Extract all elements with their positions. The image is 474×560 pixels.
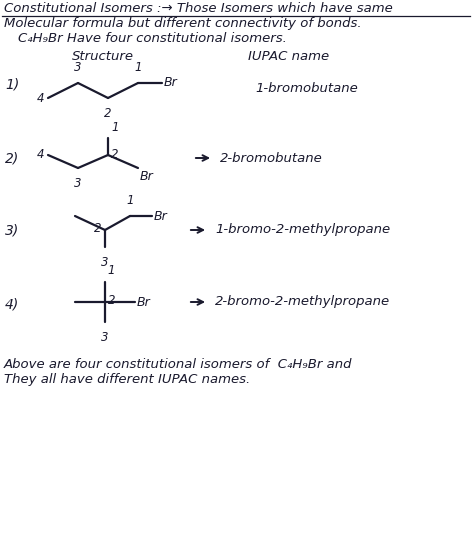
Text: 1): 1) — [5, 78, 19, 92]
Text: 3: 3 — [74, 61, 82, 74]
Text: 1: 1 — [107, 264, 115, 277]
Text: 1-bromobutane: 1-bromobutane — [255, 82, 358, 95]
Text: Above are four constitutional isomers of  C₄H₉Br and: Above are four constitutional isomers of… — [4, 357, 353, 371]
Text: 1: 1 — [126, 194, 134, 207]
Text: Constitutional Isomers :→ Those Isomers which have same: Constitutional Isomers :→ Those Isomers … — [4, 2, 393, 16]
Text: 4: 4 — [36, 148, 44, 161]
Text: 4): 4) — [5, 298, 19, 312]
Text: IUPAC name: IUPAC name — [248, 49, 329, 63]
Text: 1: 1 — [134, 61, 142, 74]
Text: Br: Br — [140, 170, 154, 183]
Text: 2): 2) — [5, 151, 19, 165]
Text: Molecular formula but different connectivity of bonds.: Molecular formula but different connecti… — [4, 16, 362, 30]
Text: 3): 3) — [5, 223, 19, 237]
Text: Br: Br — [154, 209, 168, 222]
Text: 3: 3 — [101, 331, 109, 344]
Text: 3: 3 — [101, 256, 109, 269]
Text: Structure: Structure — [72, 49, 134, 63]
Text: They all have different IUPAC names.: They all have different IUPAC names. — [4, 374, 250, 386]
Text: 1-bromo-2-methylpropane: 1-bromo-2-methylpropane — [215, 223, 390, 236]
Text: 2-bromo-2-methylpropane: 2-bromo-2-methylpropane — [215, 296, 390, 309]
Text: C₄H₉Br Have four constitutional isomers.: C₄H₉Br Have four constitutional isomers. — [18, 32, 287, 45]
Text: 2: 2 — [111, 148, 118, 161]
Text: 3: 3 — [74, 177, 82, 190]
Text: 2-bromobutane: 2-bromobutane — [220, 152, 323, 165]
Text: Br: Br — [164, 77, 178, 90]
Text: 2: 2 — [108, 295, 116, 307]
Text: 4: 4 — [36, 91, 44, 105]
Text: 2: 2 — [104, 107, 112, 120]
Text: Br: Br — [137, 296, 151, 309]
Text: 2: 2 — [93, 222, 101, 236]
Text: 1: 1 — [111, 121, 118, 134]
